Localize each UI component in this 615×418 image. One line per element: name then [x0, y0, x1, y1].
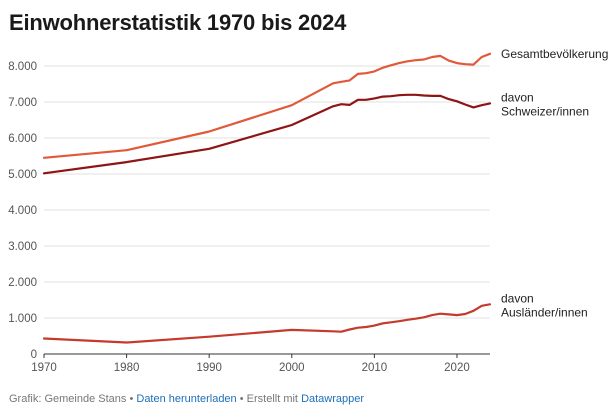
series-line [42, 303, 492, 344]
x-tick-label: 1990 [196, 362, 222, 374]
chart-title: Einwohnerstatistik 1970 bis 2024 [9, 10, 347, 35]
x-tick-label: 2010 [362, 362, 388, 374]
x-axis-tick-labels: 1970 1980 1990 2000 2010 2020 [31, 354, 470, 374]
y-tick-label: 2.000 [8, 277, 37, 289]
x-tick-label: 2000 [279, 362, 305, 374]
download-data-link[interactable]: Daten herunterladen [136, 393, 237, 405]
x-tick-label: 1980 [114, 362, 140, 374]
x-tick-label: 1970 [31, 362, 57, 374]
y-tick-label: 8.000 [8, 61, 37, 73]
y-tick-label: 3.000 [8, 241, 37, 253]
series-line [42, 93, 492, 175]
source-note: Grafik: Gemeinde Stans [9, 393, 127, 405]
datawrapper-link[interactable]: Datawrapper [301, 393, 365, 405]
series-line [42, 52, 492, 159]
series-label: Ausländer/innen [501, 305, 588, 319]
footer-separator: • [129, 393, 134, 405]
created-with-text: Erstellt mit [246, 393, 298, 405]
footer-separator: • [239, 393, 244, 405]
series-labels: GesamtbevölkerungdavonSchweizer/innendav… [501, 47, 608, 320]
y-tick-label: 5.000 [8, 169, 37, 181]
grid-lines [44, 65, 490, 355]
chart-footer: Grafik: Gemeinde Stans • Daten herunterl… [9, 393, 364, 405]
series-lines [42, 52, 492, 344]
series-label: Gesamtbevölkerung [501, 47, 608, 61]
y-tick-label: 7.000 [8, 97, 37, 109]
y-tick-label: 6.000 [8, 133, 37, 145]
y-tick-label: 1.000 [8, 313, 37, 325]
x-tick-label: 2020 [444, 362, 470, 374]
series-label: Schweizer/innen [501, 104, 589, 118]
y-tick-label: 0 [31, 349, 37, 361]
series-label: davon [501, 291, 534, 305]
y-tick-label: 4.000 [8, 205, 37, 217]
series-label: davon [501, 90, 534, 104]
y-axis-tick-labels: 0 1.000 2.000 3.000 4.000 5.000 6.000 7.000 8.00… [8, 61, 37, 361]
